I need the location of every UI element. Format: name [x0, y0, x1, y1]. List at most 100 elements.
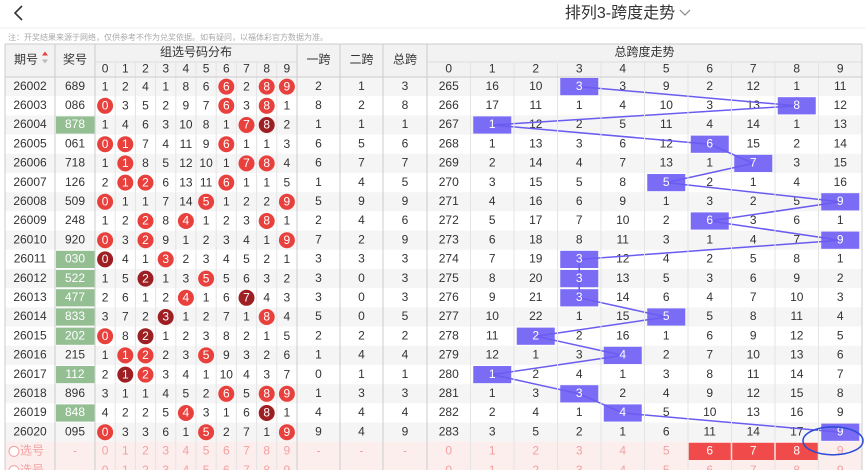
- select-digit[interactable]: 7: [243, 444, 250, 458]
- select-span-total: -: [403, 463, 407, 470]
- issue: 26015: [13, 328, 47, 342]
- select-digit[interactable]: 0: [102, 444, 109, 458]
- number: 509: [65, 194, 85, 208]
- select-number: -: [73, 463, 77, 470]
- trend-cell: 10: [616, 213, 630, 227]
- trend-cell: 7: [706, 348, 713, 362]
- trend-cell: 282: [439, 405, 459, 419]
- dist-cell: 2: [122, 214, 129, 228]
- select-digit[interactable]: 6: [223, 463, 230, 470]
- select-digit[interactable]: 4: [183, 463, 190, 470]
- radio[interactable]: [8, 445, 20, 457]
- select-trend[interactable]: 1: [489, 444, 496, 458]
- span2: 0: [358, 290, 365, 304]
- group3-cell: [56, 270, 95, 288]
- select-trend[interactable]: 0: [445, 444, 452, 458]
- select-digit[interactable]: 1: [122, 444, 129, 458]
- dist-cell: 1: [263, 137, 270, 151]
- dist-cell: 1: [162, 329, 169, 343]
- trend-cell: 21: [529, 290, 543, 304]
- dist-cell: 5: [203, 271, 210, 285]
- select-trend[interactable]: 8: [793, 444, 800, 458]
- radio[interactable]: [8, 465, 20, 470]
- select-trend[interactable]: 3: [576, 444, 583, 458]
- issue: 26009: [13, 213, 47, 227]
- select-trend[interactable]: 9: [837, 463, 844, 470]
- select-trend[interactable]: 6: [706, 444, 713, 458]
- select-trend[interactable]: 9: [837, 444, 844, 458]
- select-trend[interactable]: 4: [619, 444, 626, 458]
- select-trend[interactable]: 1: [489, 463, 496, 470]
- select-digit[interactable]: 2: [142, 463, 149, 470]
- dist-cell: 1: [243, 310, 250, 324]
- select-digit[interactable]: 2: [142, 444, 149, 458]
- span-total: 9: [402, 232, 409, 246]
- dist-cell: 1: [122, 348, 129, 362]
- dist-cell: 2: [142, 348, 149, 362]
- select-digit[interactable]: 6: [223, 444, 230, 458]
- trend-cell: 8: [750, 309, 757, 323]
- select-trend[interactable]: 0: [445, 463, 452, 470]
- trend-cell: 8: [837, 386, 844, 400]
- select-digit[interactable]: 8: [263, 444, 270, 458]
- span-total: 1: [402, 367, 409, 381]
- annotation-circle: [802, 426, 864, 456]
- trend-cell: 266: [439, 98, 459, 112]
- dist-cell: 5: [243, 386, 250, 400]
- trend-cell: 2: [750, 194, 757, 208]
- select-trend[interactable]: 4: [619, 463, 626, 470]
- select-digit[interactable]: 5: [203, 444, 210, 458]
- dist-cell: 4: [142, 79, 149, 93]
- select-digit[interactable]: 8: [263, 463, 270, 470]
- trend-cell: 3: [706, 98, 713, 112]
- trend-cell: 9: [837, 194, 844, 208]
- select-trend[interactable]: 5: [663, 444, 670, 458]
- dist-cell: 2: [243, 194, 250, 208]
- select-digit[interactable]: 0: [102, 463, 109, 470]
- select-digit[interactable]: 3: [162, 463, 169, 470]
- select-trend[interactable]: 5: [663, 463, 670, 470]
- digit-header: 6: [706, 62, 713, 76]
- span-total: 6: [402, 213, 409, 227]
- trend-cell: 8: [489, 271, 496, 285]
- dist-cell: 3: [122, 98, 129, 112]
- trend-cell: 10: [529, 79, 543, 93]
- dist-cell: 5: [203, 194, 210, 208]
- select-digit[interactable]: 3: [162, 444, 169, 458]
- group3-cell: [56, 250, 95, 268]
- select-digit[interactable]: 7: [243, 463, 250, 470]
- select-trend[interactable]: 3: [576, 463, 583, 470]
- trend-cell: 3: [706, 271, 713, 285]
- select-digit[interactable]: 4: [183, 444, 190, 458]
- trend-cell: 1: [489, 367, 496, 381]
- hit-ball: [258, 309, 275, 325]
- page-title[interactable]: 排列3-跨度走势: [565, 4, 675, 22]
- hit-ball: [258, 117, 275, 133]
- digit-header: 3: [576, 62, 583, 76]
- dist-cell: 5: [122, 271, 129, 285]
- span1: 1: [315, 175, 322, 189]
- trend-cell: 4: [576, 156, 583, 170]
- select-trend[interactable]: 7: [750, 463, 757, 470]
- select-digit[interactable]: 9: [284, 444, 291, 458]
- select-trend[interactable]: 8: [793, 463, 800, 470]
- digit-header: 4: [619, 62, 626, 76]
- title-dropdown-icon[interactable]: [679, 9, 691, 16]
- span1: 6: [315, 156, 322, 170]
- back-button[interactable]: [13, 5, 23, 21]
- select-trend[interactable]: 7: [750, 444, 757, 458]
- trend-cell: 2: [532, 367, 539, 381]
- dist-cell: 1: [142, 386, 149, 400]
- select-digit[interactable]: 1: [122, 463, 129, 470]
- select-trend[interactable]: 2: [532, 463, 539, 470]
- trend-cell: 14: [747, 117, 761, 131]
- dist-cell: 3: [102, 386, 109, 400]
- trend-cell: 5: [619, 117, 626, 131]
- dist-cell: 4: [183, 367, 190, 381]
- select-digit[interactable]: 5: [203, 463, 210, 470]
- dist-cell: 2: [263, 194, 270, 208]
- number: 126: [65, 175, 85, 189]
- select-trend[interactable]: 2: [532, 444, 539, 458]
- select-trend[interactable]: 6: [706, 463, 713, 470]
- select-digit[interactable]: 9: [284, 463, 291, 470]
